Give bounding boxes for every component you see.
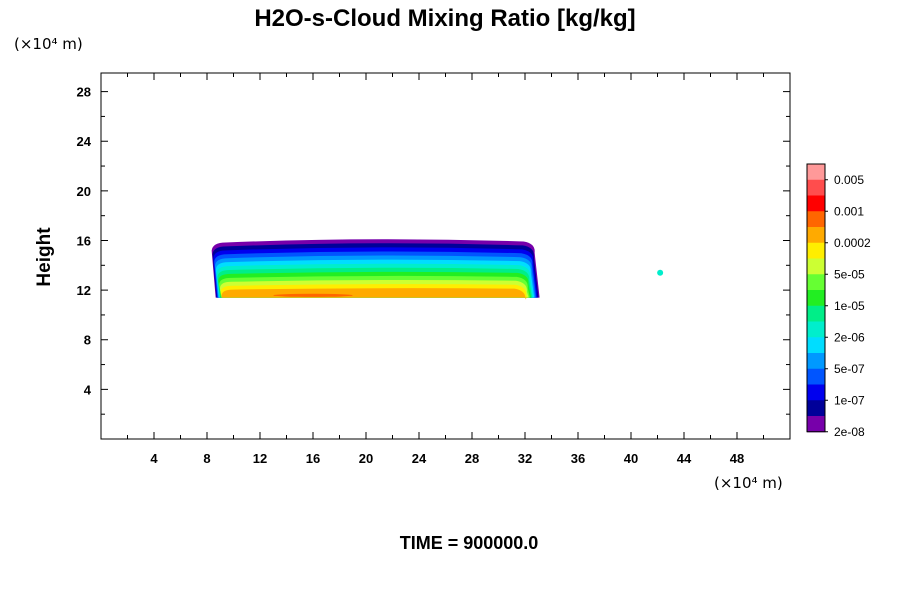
colorbar-swatch: [807, 274, 825, 291]
colorbar-swatch: [807, 337, 825, 354]
y-tick-label: 12: [77, 283, 91, 298]
cloud-field: [211, 239, 664, 300]
cloud-contour-band: [221, 288, 527, 300]
colorbar-swatch: [807, 321, 825, 338]
y-tick-label: 4: [84, 382, 92, 397]
y-axis-label: Height: [34, 227, 55, 287]
x-tick-label: 32: [518, 451, 532, 466]
colorbar-swatch: [807, 305, 825, 322]
x-tick-label: 8: [203, 451, 210, 466]
colorbar-frame: [806, 163, 826, 433]
colorbar-swatch: [807, 179, 825, 196]
y-tick-label: 24: [77, 134, 92, 149]
x-tick-label: 16: [306, 451, 320, 466]
colorbar-swatch: [807, 368, 825, 385]
time-label: TIME = 900000.0: [400, 533, 539, 553]
colorbar-label: 5e-07: [834, 362, 865, 376]
colorbar-label: 5e-05: [834, 267, 865, 281]
colorbar-swatch: [807, 211, 825, 228]
colorbar-swatch: [807, 416, 825, 433]
colorbar-label: 2e-06: [834, 330, 865, 344]
x-tick-label: 24: [412, 451, 427, 466]
colorbar-swatch: [807, 242, 825, 259]
colorbar-swatch: [807, 400, 825, 417]
x-unit-label: (×10⁴ m): [714, 474, 783, 492]
x-tick-label: 40: [624, 451, 638, 466]
colorbar-label: 0.005: [834, 173, 864, 187]
x-tick-label: 4: [150, 451, 158, 466]
colorbar-label: 1e-05: [834, 299, 865, 313]
colorbar-swatch: [807, 195, 825, 212]
colorbar: 0.005 0.001 0.0002 5e-05 1e-05 2e-06 5e-07 1e-0…: [806, 163, 871, 439]
y-tick-label: 28: [77, 85, 91, 100]
colorbar-label: 0.0002: [834, 236, 871, 250]
colorbar-label: 0.001: [834, 204, 864, 218]
cloud-core: [273, 293, 353, 297]
y-tick-label: 8: [84, 333, 91, 348]
colorbar-swatch: [807, 290, 825, 307]
x-tick-label: 20: [359, 451, 373, 466]
y-tick-label: 20: [77, 184, 91, 199]
y-unit-label: (×10⁴ m): [14, 35, 83, 53]
colorbar-swatch: [807, 384, 825, 401]
x-tick-label: 12: [253, 451, 267, 466]
x-tick-label: 44: [677, 451, 692, 466]
colorbar-label: 1e-07: [834, 393, 865, 407]
x-tick-label: 48: [730, 451, 744, 466]
colorbar-swatch: [807, 164, 825, 181]
colorbar-swatch: [807, 353, 825, 370]
y-tick-label: 16: [77, 233, 91, 248]
colorbar-swatch: [807, 227, 825, 244]
x-tick-label: 36: [571, 451, 585, 466]
chart-title: H2O-s-Cloud Mixing Ratio [kg/kg]: [254, 5, 635, 32]
colorbar-swatch: [807, 258, 825, 275]
isolated-cloud-cell: [657, 269, 664, 276]
plot-frame: [100, 72, 791, 440]
colorbar-label: 2e-08: [834, 425, 865, 439]
x-tick-label: 28: [465, 451, 479, 466]
